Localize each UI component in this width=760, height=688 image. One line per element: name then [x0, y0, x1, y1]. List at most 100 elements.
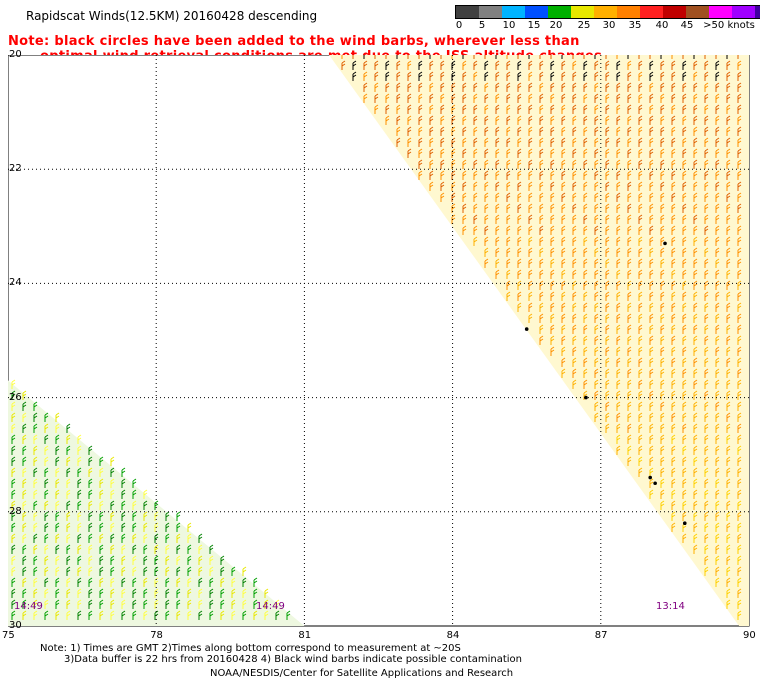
- wind-barb: [374, 104, 379, 114]
- wind-barb: [176, 555, 181, 565]
- wind-barb: [638, 225, 643, 235]
- wind-barb: [506, 126, 511, 136]
- wind-barb: [473, 115, 478, 125]
- wind-barb: [605, 247, 610, 257]
- time-label-center: 14:49: [256, 601, 285, 612]
- wind-barb: [99, 599, 104, 609]
- wind-barb: [627, 192, 632, 202]
- lon-label: 78: [150, 630, 163, 641]
- wind-barb: [704, 203, 709, 213]
- wind-barb: [418, 126, 423, 136]
- wind-barb: [693, 115, 698, 125]
- wind-barb: [682, 401, 687, 411]
- wind-barb: [715, 225, 720, 235]
- wind-barb: [649, 302, 654, 312]
- wind-barb: [165, 533, 170, 543]
- wind-barb: [737, 423, 742, 433]
- wind-barb: [660, 82, 665, 92]
- wind-barb: [693, 346, 698, 356]
- wind-barb: [451, 192, 456, 202]
- wind-barb: [605, 379, 610, 389]
- wind-barb: [539, 71, 544, 81]
- wind-barb: [693, 489, 698, 499]
- wind-barb: [616, 258, 621, 268]
- wind-barb: [462, 159, 467, 169]
- wind-barb: [682, 368, 687, 378]
- wind-barb: [638, 170, 643, 180]
- wind-barb: [66, 434, 71, 444]
- wind-barb: [121, 577, 126, 587]
- wind-barb: [550, 313, 555, 323]
- wind-barb: [165, 544, 170, 554]
- wind-barb: [660, 104, 665, 114]
- wind-barb: [737, 236, 742, 246]
- wind-barb: [726, 500, 731, 510]
- wind-barb: [539, 247, 544, 257]
- wind-barb: [253, 588, 258, 598]
- wind-barb: [22, 412, 27, 422]
- wind-barb: [704, 500, 709, 510]
- wind-barb: [484, 192, 489, 202]
- wind-barb: [561, 192, 566, 202]
- wind-barb: [704, 555, 709, 565]
- wind-barb: [110, 511, 115, 521]
- wind-barb: [649, 324, 654, 334]
- wind-barb: [594, 236, 599, 246]
- wind-barb: [132, 566, 137, 576]
- wind-barb: [418, 148, 423, 158]
- wind-barb: [726, 346, 731, 356]
- wind-barb: [561, 236, 566, 246]
- wind-barb: [550, 225, 555, 235]
- wind-barb: [11, 544, 16, 554]
- wind-barb: [506, 55, 508, 59]
- wind-barb: [561, 313, 566, 323]
- wind-barb: [528, 115, 533, 125]
- suboptimal-marker: [663, 241, 667, 246]
- wind-barb: [561, 214, 566, 224]
- wind-barb: [605, 401, 610, 411]
- wind-barb: [539, 60, 544, 70]
- wind-barb: [440, 115, 445, 125]
- wind-barb: [649, 412, 654, 422]
- wind-barb: [550, 302, 555, 312]
- wind-barb: [209, 555, 214, 565]
- wind-barb: [616, 390, 621, 400]
- wind-barb: [704, 522, 709, 532]
- wind-barb: [11, 599, 16, 609]
- wind-barb: [22, 533, 27, 543]
- wind-barb: [715, 181, 720, 191]
- wind-barb: [484, 181, 489, 191]
- wind-barb: [253, 577, 258, 587]
- wind-barb: [88, 599, 93, 609]
- wind-barb: [77, 544, 82, 554]
- wind-barb: [704, 148, 709, 158]
- wind-barb: [561, 203, 566, 213]
- wind-barb: [726, 291, 731, 301]
- wind-barb: [616, 368, 621, 378]
- wind-barb: [99, 555, 104, 565]
- wind-barb: [462, 115, 467, 125]
- wind-barb: [583, 390, 588, 400]
- wind-barb: [77, 566, 82, 576]
- wind-barb: [110, 566, 115, 576]
- wind-barb: [693, 456, 698, 466]
- wind-barb: [462, 71, 467, 81]
- legend-swatch: [663, 6, 686, 18]
- wind-barb: [462, 126, 467, 136]
- wind-barb: [165, 610, 170, 620]
- suboptimal-marker: [584, 395, 588, 400]
- wind-barb: [88, 555, 93, 565]
- wind-barb: [638, 82, 643, 92]
- wind-barb: [682, 456, 687, 466]
- wind-barb: [66, 610, 71, 620]
- wind-barb: [594, 137, 599, 147]
- wind-barb: [583, 181, 588, 191]
- wind-barb: [583, 115, 588, 125]
- wind-barb: [671, 401, 676, 411]
- wind-barb: [737, 335, 742, 345]
- wind-barb: [704, 313, 709, 323]
- wind-barb: [517, 82, 522, 92]
- wind-barb: [616, 192, 621, 202]
- wind-barb: [561, 137, 566, 147]
- wind-barb: [143, 489, 148, 499]
